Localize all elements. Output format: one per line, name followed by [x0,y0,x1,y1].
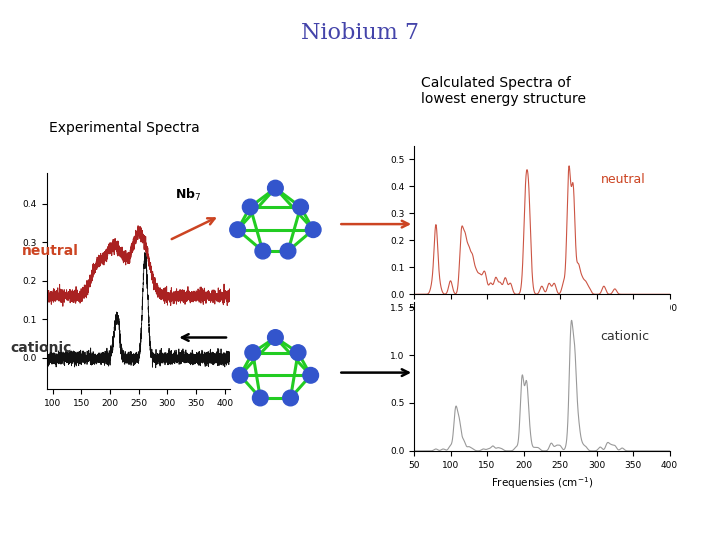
Text: cationic: cationic [10,341,71,355]
Circle shape [255,244,271,259]
Text: Nb$_7$: Nb$_7$ [176,187,202,203]
Circle shape [283,390,298,406]
Text: neutral: neutral [600,173,645,186]
Circle shape [290,345,306,360]
Text: cationic: cationic [600,329,649,342]
Circle shape [268,330,283,345]
Circle shape [293,199,308,215]
Circle shape [253,390,268,406]
Text: Niobium 7: Niobium 7 [301,22,419,44]
Circle shape [233,368,248,383]
X-axis label: Frequensies (cm$^{-1}$): Frequensies (cm$^{-1}$) [491,475,593,491]
Circle shape [268,180,283,196]
Circle shape [230,222,246,238]
Circle shape [245,345,261,360]
Circle shape [303,368,318,383]
Circle shape [280,244,296,259]
Circle shape [243,199,258,215]
Text: Calculated Spectra of
lowest energy structure: Calculated Spectra of lowest energy stru… [421,76,586,106]
Text: Experimental Spectra: Experimental Spectra [49,122,199,136]
Text: neutral: neutral [22,244,78,258]
Circle shape [305,222,321,238]
